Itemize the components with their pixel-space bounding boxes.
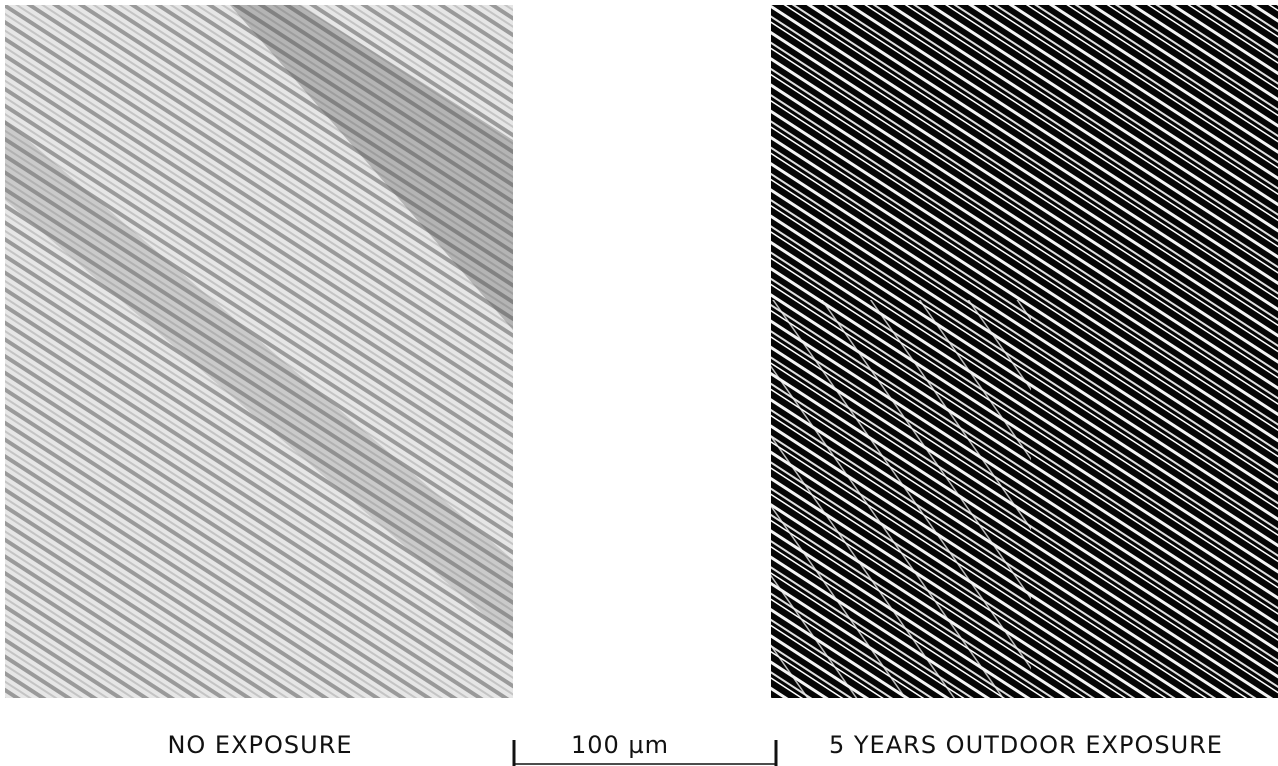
panel-label: 5 YEARS OUTDOOR EXPOSURE bbox=[829, 731, 1223, 759]
panel-label: NO EXPOSURE bbox=[167, 731, 352, 759]
micrograph-exposed bbox=[771, 5, 1278, 698]
micrograph-unexposed bbox=[5, 5, 513, 698]
scale-bar-label: 100 µm bbox=[571, 731, 669, 759]
scale-bar bbox=[512, 740, 778, 766]
